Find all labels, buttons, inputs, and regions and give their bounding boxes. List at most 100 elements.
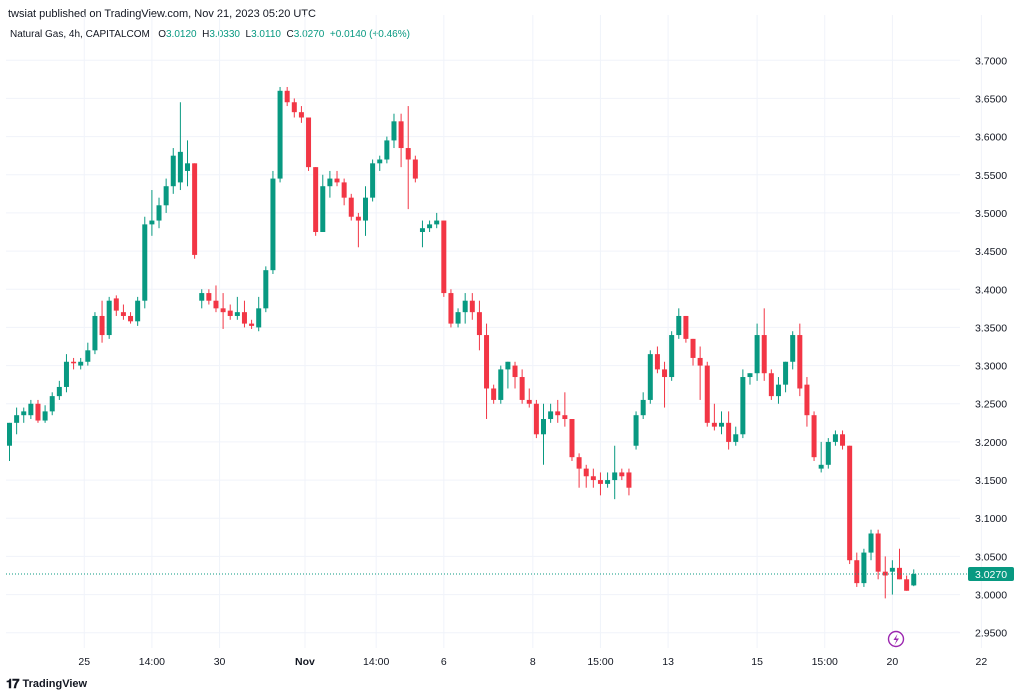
candle: [633, 411, 639, 450]
candle: [56, 380, 62, 400]
candle-body: [142, 224, 148, 301]
candle-body: [355, 216, 361, 221]
candle: [78, 357, 84, 370]
candle-body: [241, 312, 247, 324]
candle: [889, 560, 895, 595]
candle: [7, 422, 12, 461]
candle: [291, 98, 297, 118]
candle-body: [889, 567, 895, 572]
time-tick-label: 14:00: [139, 656, 165, 668]
time-tick-label: 6: [441, 656, 447, 668]
candle: [277, 86, 283, 183]
candle-body: [832, 434, 838, 442]
candle: [825, 438, 831, 469]
candle-body: [590, 476, 596, 481]
candle-body: [726, 422, 732, 442]
candle: [640, 392, 646, 420]
lightning-icon-bolt: [893, 634, 899, 645]
candle-body: [740, 377, 746, 435]
candle: [533, 399, 539, 439]
candle-body: [761, 335, 767, 374]
candle-body: [498, 369, 504, 400]
candle-body: [256, 308, 262, 328]
candle-body: [647, 354, 653, 400]
candle-body: [106, 300, 112, 336]
candle-body: [861, 552, 867, 584]
candle: [768, 369, 774, 400]
candle-body: [583, 468, 589, 477]
lightning-icon[interactable]: [887, 630, 905, 648]
candle: [882, 556, 888, 599]
candle-body: [491, 388, 497, 400]
candle: [840, 430, 846, 450]
candle: [647, 350, 653, 404]
candle: [391, 113, 397, 149]
candle: [519, 369, 525, 404]
candle-body: [377, 159, 383, 164]
candle: [427, 220, 433, 233]
candle: [249, 319, 255, 329]
candle-body: [63, 361, 69, 387]
candle: [370, 159, 376, 202]
candle: [405, 106, 411, 210]
candle-body: [42, 411, 48, 421]
candle: [63, 354, 69, 393]
candle: [113, 295, 119, 316]
time-tick-label: Nov: [295, 656, 315, 668]
price-tick-label: 3.5000: [975, 208, 1007, 220]
candle-body: [519, 377, 525, 400]
symbol-name: Natural Gas, 4h, CAPITALCOM: [10, 29, 150, 40]
candle: [341, 178, 347, 206]
candle: [818, 441, 824, 473]
candle: [120, 304, 126, 320]
price-tick-label: 3.2000: [975, 437, 1007, 449]
close-value: 3.0270: [293, 29, 325, 40]
candle: [590, 468, 596, 488]
price-tick-label: 3.6000: [975, 132, 1007, 144]
open-label: O: [158, 29, 166, 40]
candle-body: [526, 399, 532, 404]
candle: [626, 468, 632, 496]
candle-body: [284, 90, 290, 103]
price-tick-label: 3.0000: [975, 590, 1007, 602]
candle-body: [676, 315, 682, 336]
candle-body: [291, 102, 297, 113]
candle: [419, 220, 425, 248]
candle-body: [156, 205, 162, 221]
low-label: L: [245, 29, 252, 40]
candle: [462, 293, 468, 324]
candle-body: [612, 472, 618, 481]
candle: [790, 331, 796, 370]
candle-body: [78, 361, 84, 366]
time-tick-label: 15:00: [587, 656, 613, 668]
candle: [170, 148, 176, 194]
candle: [213, 285, 219, 313]
candle-body: [384, 140, 390, 160]
candle: [448, 289, 454, 328]
candle-body: [569, 419, 575, 458]
candle: [21, 407, 27, 423]
candle: [512, 361, 518, 389]
candle: [526, 388, 532, 408]
candle-body: [320, 186, 326, 233]
candle-body: [49, 396, 55, 412]
candle: [775, 377, 781, 404]
candle-body: [697, 357, 703, 366]
candle-body: [690, 338, 696, 358]
candle-body: [419, 228, 425, 233]
price-tick-label: 3.2500: [975, 399, 1007, 411]
candle-body: [868, 533, 874, 553]
candle: [71, 357, 77, 370]
candle-body: [348, 197, 354, 217]
candle-body: [733, 434, 739, 442]
candle-body: [149, 220, 155, 225]
price-tick-label: 3.7000: [975, 55, 1007, 67]
high-value: 3.0330: [209, 29, 240, 40]
price-tick-label: 3.6500: [975, 93, 1007, 105]
candle: [861, 548, 867, 587]
candle: [911, 569, 917, 587]
candle: [270, 170, 276, 274]
candle: [42, 405, 48, 423]
footer: 𝟏𝟕 TradingView: [6, 676, 87, 692]
